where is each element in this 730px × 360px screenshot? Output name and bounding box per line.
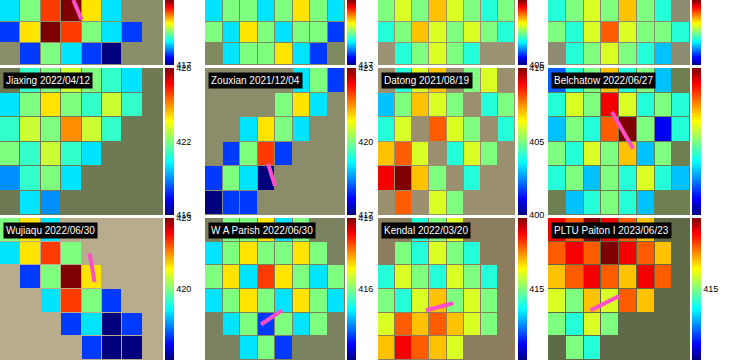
- svg-text:405: 405: [529, 60, 544, 70]
- svg-text:Datong 2021/08/19: Datong 2021/08/19: [384, 75, 470, 86]
- svg-text:417: 417: [176, 60, 191, 70]
- svg-text:417: 417: [358, 210, 373, 220]
- svg-text:420: 420: [176, 284, 191, 294]
- svg-text:Zouxian 2021/12/04: Zouxian 2021/12/04: [211, 75, 300, 86]
- svg-text:416: 416: [358, 284, 373, 294]
- svg-text:420: 420: [358, 137, 373, 147]
- svg-text:415: 415: [529, 284, 544, 294]
- svg-text:416: 416: [176, 210, 191, 220]
- svg-text:415: 415: [703, 284, 718, 294]
- svg-text:428: 428: [176, 63, 191, 73]
- svg-text:423: 423: [176, 213, 191, 223]
- svg-text:400: 400: [529, 210, 544, 220]
- svg-text:PLTU Paiton I 2023/06/23: PLTU Paiton I 2023/06/23: [554, 225, 669, 236]
- svg-text:419: 419: [358, 213, 373, 223]
- svg-text:Belchatow 2022/06/27: Belchatow 2022/06/27: [554, 75, 653, 86]
- svg-text:410: 410: [529, 63, 544, 73]
- svg-text:Jiaxing 2022/04/12: Jiaxing 2022/04/12: [6, 75, 90, 86]
- svg-text:423: 423: [358, 63, 373, 73]
- svg-text:Kendal 2022/03/20: Kendal 2022/03/20: [384, 225, 468, 236]
- svg-text:422: 422: [176, 137, 191, 147]
- svg-text:405: 405: [529, 137, 544, 147]
- svg-text:W A Parish 2022/06/30: W A Parish 2022/06/30: [211, 225, 313, 236]
- svg-text:Wujiaqu 2022/06/30: Wujiaqu 2022/06/30: [6, 225, 95, 236]
- svg-text:417: 417: [358, 60, 373, 70]
